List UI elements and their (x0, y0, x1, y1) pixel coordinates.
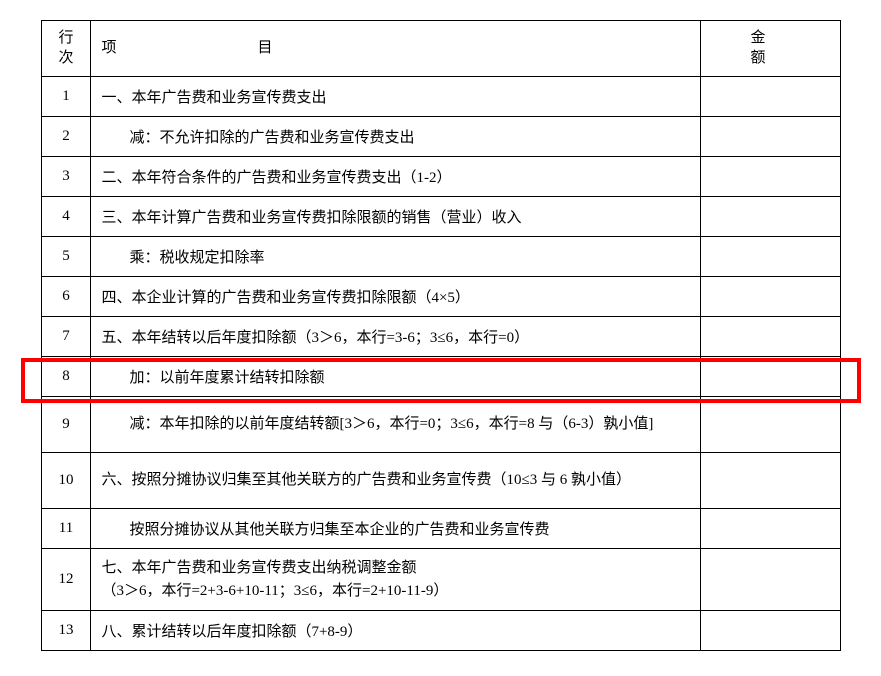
amount-cell (700, 611, 840, 651)
amount-cell (700, 77, 840, 117)
row-number-cell: 2 (41, 117, 91, 157)
item-cell: 七、本年广告费和业务宣传费支出纳税调整金额（3＞6，本行=2+3-6+10-11… (91, 549, 700, 611)
row-number-cell: 3 (41, 157, 91, 197)
amount-cell (700, 453, 840, 509)
amount-cell (700, 317, 840, 357)
item-cell: 按照分摊协议从其他关联方归集至本企业的广告费和业务宣传费 (91, 509, 700, 549)
table-row: 7五、本年结转以后年度扣除额（3＞6，本行=3-6；3≤6，本行=0） (41, 317, 840, 357)
item-cell: 加：以前年度累计结转扣除额 (91, 357, 700, 397)
item-cell: 乘：税收规定扣除率 (91, 237, 700, 277)
item-cell: 减：不允许扣除的广告费和业务宣传费支出 (91, 117, 700, 157)
header-item: 项 目 (91, 21, 700, 77)
amount-cell (700, 549, 840, 611)
row-number-cell: 8 (41, 357, 91, 397)
row-number-cell: 6 (41, 277, 91, 317)
amount-cell (700, 117, 840, 157)
amount-cell (700, 237, 840, 277)
item-cell: 二、本年符合条件的广告费和业务宣传费支出（1-2） (91, 157, 700, 197)
table-row: 4三、本年计算广告费和业务宣传费扣除限额的销售（营业）收入 (41, 197, 840, 237)
table-row: 6四、本企业计算的广告费和业务宣传费扣除限额（4×5） (41, 277, 840, 317)
table-row: 3二、本年符合条件的广告费和业务宣传费支出（1-2） (41, 157, 840, 197)
tax-adjustment-table: 行次 项 目 金 额 1一、本年广告费和业务宣传费支出2减：不允许扣除的广告费和… (41, 20, 841, 651)
item-cell: 一、本年广告费和业务宣传费支出 (91, 77, 700, 117)
table-body: 1一、本年广告费和业务宣传费支出2减：不允许扣除的广告费和业务宣传费支出3二、本… (41, 77, 840, 651)
amount-cell (700, 357, 840, 397)
row-number-cell: 12 (41, 549, 91, 611)
table-row: 5乘：税收规定扣除率 (41, 237, 840, 277)
row-number-cell: 5 (41, 237, 91, 277)
header-row-num: 行次 (41, 21, 91, 77)
table-row: 1一、本年广告费和业务宣传费支出 (41, 77, 840, 117)
item-cell: 三、本年计算广告费和业务宣传费扣除限额的销售（营业）收入 (91, 197, 700, 237)
table-row: 2减：不允许扣除的广告费和业务宣传费支出 (41, 117, 840, 157)
item-cell: 八、累计结转以后年度扣除额（7+8-9） (91, 611, 700, 651)
row-number-cell: 7 (41, 317, 91, 357)
amount-cell (700, 397, 840, 453)
amount-cell (700, 509, 840, 549)
table-row: 9减：本年扣除的以前年度结转额[3＞6，本行=0；3≤6，本行=8 与（6-3）… (41, 397, 840, 453)
header-amount: 金 额 (700, 21, 840, 77)
row-number-cell: 1 (41, 77, 91, 117)
table-row: 10六、按照分摊协议归集至其他关联方的广告费和业务宣传费（10≤3 与 6 孰小… (41, 453, 840, 509)
header-row: 行次 项 目 金 额 (41, 21, 840, 77)
table-row: 12七、本年广告费和业务宣传费支出纳税调整金额（3＞6，本行=2+3-6+10-… (41, 549, 840, 611)
row-number-cell: 10 (41, 453, 91, 509)
item-cell: 四、本企业计算的广告费和业务宣传费扣除限额（4×5） (91, 277, 700, 317)
amount-cell (700, 197, 840, 237)
row-number-cell: 4 (41, 197, 91, 237)
row-number-cell: 9 (41, 397, 91, 453)
amount-cell (700, 277, 840, 317)
row-number-cell: 13 (41, 611, 91, 651)
amount-cell (700, 157, 840, 197)
row-number-cell: 11 (41, 509, 91, 549)
item-cell: 减：本年扣除的以前年度结转额[3＞6，本行=0；3≤6，本行=8 与（6-3）孰… (91, 397, 700, 453)
item-cell: 五、本年结转以后年度扣除额（3＞6，本行=3-6；3≤6，本行=0） (91, 317, 700, 357)
table-row: 8加：以前年度累计结转扣除额 (41, 357, 840, 397)
item-cell: 六、按照分摊协议归集至其他关联方的广告费和业务宣传费（10≤3 与 6 孰小值） (91, 453, 700, 509)
table-row: 13八、累计结转以后年度扣除额（7+8-9） (41, 611, 840, 651)
table-row: 11按照分摊协议从其他关联方归集至本企业的广告费和业务宣传费 (41, 509, 840, 549)
table-container: 行次 项 目 金 额 1一、本年广告费和业务宣传费支出2减：不允许扣除的广告费和… (41, 20, 841, 651)
